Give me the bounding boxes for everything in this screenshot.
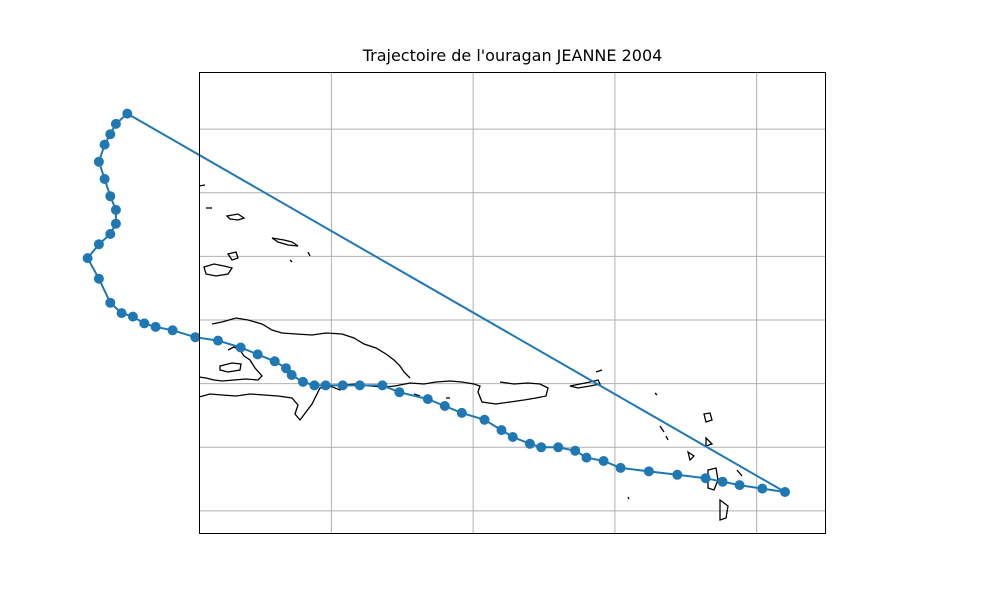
track-point (757, 483, 768, 494)
track-point (167, 325, 178, 336)
track-point (150, 321, 161, 332)
hurricane-track (82, 108, 790, 497)
track-point (536, 442, 547, 453)
coastlines (198, 184, 743, 521)
track-point (717, 476, 728, 487)
track-point (422, 394, 433, 405)
map-frame (199, 72, 826, 534)
coast-antilles-10 (627, 496, 630, 500)
coast-antilles-2 (705, 436, 714, 447)
track-point (122, 108, 133, 119)
track-point (700, 473, 711, 484)
track-point (553, 442, 564, 453)
coast-hispaniola-south (394, 380, 549, 405)
track-point (734, 480, 745, 491)
coast-antilles-4 (707, 467, 719, 491)
track-point (105, 191, 116, 202)
track-point (598, 456, 609, 466)
track-point (780, 487, 790, 497)
coast-antilles-3 (686, 450, 696, 462)
track-point (394, 387, 405, 398)
track-point (298, 376, 308, 387)
coast-bahamas-7 (289, 259, 293, 263)
track-point (615, 462, 626, 473)
track-point (99, 139, 110, 150)
track-point (337, 380, 348, 391)
track-point (581, 452, 592, 463)
track-point (524, 438, 535, 449)
coast-bahamas-2 (225, 213, 246, 221)
track-point (252, 349, 263, 360)
track-point (672, 469, 683, 480)
coast-antilles-7 (665, 435, 669, 441)
track-point (105, 229, 116, 239)
coast-antilles-8 (654, 392, 658, 396)
coast-haiti (198, 383, 396, 422)
coast-hispaniola-north (211, 317, 411, 379)
coast-puerto-rico (569, 379, 601, 389)
track-point (286, 370, 297, 380)
track-point (105, 297, 116, 308)
track-point (281, 363, 291, 374)
map-title: Trajectoire de l'ouragan JEANNE 2004 (362, 46, 663, 65)
track-point (127, 311, 138, 322)
track-point (269, 356, 280, 367)
coast-bahamas-3 (271, 237, 299, 247)
track-point (479, 414, 490, 425)
track-point (320, 380, 331, 391)
track-point (93, 273, 104, 284)
track-point (235, 342, 246, 353)
coast-antilles-5 (719, 498, 729, 521)
track-point (105, 129, 116, 140)
track-point (439, 401, 450, 411)
track-point (93, 239, 104, 250)
track-point (110, 218, 121, 229)
track-point (99, 174, 110, 184)
track-point (93, 156, 104, 167)
coast-antilles-11 (413, 393, 421, 397)
coast-antilles-6 (659, 425, 665, 433)
track-point (82, 253, 93, 264)
coast-bahamas-8 (307, 251, 311, 257)
track-line (86, 112, 786, 493)
track-point (309, 380, 320, 391)
track-point (643, 466, 654, 477)
map-gridlines (199, 72, 826, 534)
coast-bahamas-1 (203, 263, 234, 277)
track-point (213, 335, 223, 346)
track-point (507, 432, 518, 442)
track-point (496, 425, 507, 436)
track-point (377, 380, 388, 391)
coast-antilles-1 (703, 412, 713, 423)
track-point (190, 332, 201, 343)
track-point (139, 318, 150, 329)
coast-bahamas-4 (226, 251, 239, 261)
coast-antilles-9 (736, 469, 743, 477)
coast-gonave (219, 362, 242, 373)
track-point (110, 118, 121, 129)
coast-virgin-1 (595, 369, 603, 373)
track-point (110, 204, 121, 215)
track-point (456, 407, 467, 418)
track-point (570, 445, 581, 456)
track-point (116, 308, 127, 319)
track-point (354, 380, 365, 391)
